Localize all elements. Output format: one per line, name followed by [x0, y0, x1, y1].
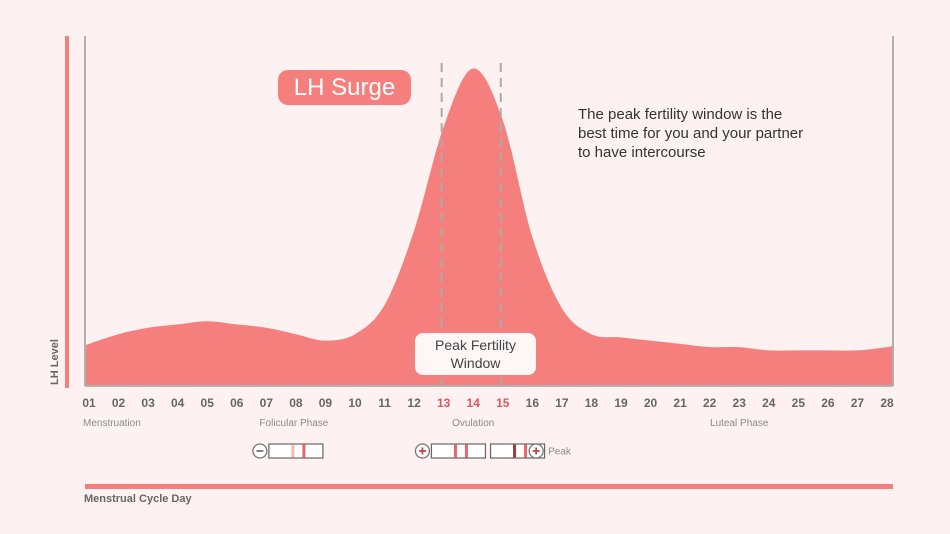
test-strip-line: [302, 444, 306, 458]
test-strip: Peak: [528, 443, 572, 459]
x-tick-label: 19: [614, 396, 628, 410]
x-tick-label: 03: [141, 396, 155, 410]
test-strip-body: [430, 443, 487, 459]
test-strip-line: [524, 444, 528, 458]
phase-label: Ovulation: [452, 418, 494, 429]
x-tick-label: 13: [437, 396, 451, 410]
peak-window-box: [415, 333, 536, 375]
x-tick-label: 26: [821, 396, 835, 410]
x-tick-label: 07: [260, 396, 274, 410]
lh-level-area: [85, 68, 893, 386]
x-tick-label: 15: [496, 396, 510, 410]
y-axis-title: LH Level: [49, 339, 61, 385]
x-tick-label: 14: [467, 396, 481, 410]
phase-label: Folicular Phase: [259, 418, 328, 429]
peak-window-label-line: Window: [451, 355, 502, 371]
x-tick-label: 02: [112, 396, 126, 410]
annotation-line: to have intercourse: [578, 144, 706, 161]
lh-surge-badge: [278, 70, 411, 105]
x-tick-label: 21: [673, 396, 687, 410]
x-tick-label: 18: [585, 396, 599, 410]
x-tick-label: 16: [526, 396, 540, 410]
x-tick-label: 24: [762, 396, 776, 410]
x-tick-label: 11: [378, 396, 391, 410]
peak-strip-label: Peak: [548, 447, 572, 458]
x-tick-label: 01: [82, 396, 96, 410]
test-strip-line: [291, 444, 295, 458]
reference-lines-layer: [84, 36, 894, 387]
x-axis-title: Menstrual Cycle Day: [84, 493, 192, 505]
test-strip-line: [464, 444, 468, 458]
test-strip-line: [453, 444, 457, 458]
x-tick-label: 09: [319, 396, 333, 410]
x-tick-label: 28: [880, 396, 894, 410]
x-tick-label: 12: [407, 396, 421, 410]
test-strip: [252, 443, 324, 459]
fill-layer: [85, 68, 893, 386]
x-tick-label: 06: [230, 396, 244, 410]
phase-label: Luteal Phase: [710, 418, 769, 429]
test-strip-body: [268, 443, 324, 459]
annotation-line: best time for you and your partner: [578, 125, 803, 142]
lh-surge-label: LH Surge: [294, 74, 395, 101]
x-tick-label: 20: [644, 396, 658, 410]
x-tick-label: 17: [555, 396, 569, 410]
x-axis-accent-bar: [85, 484, 893, 489]
x-tick-label: 23: [733, 396, 747, 410]
x-tick-label: 08: [289, 396, 303, 410]
labels-layer: LH Level Menstrual Cycle Day 01 02 03 04 05 06 0…: [49, 36, 894, 505]
test-strip: [414, 443, 487, 459]
x-tick-label: 25: [792, 396, 806, 410]
x-tick-label: 10: [348, 396, 362, 410]
phase-label: Menstruation: [83, 418, 141, 429]
peak-window-label-line: Peak Fertility: [435, 337, 516, 353]
test-strip-line: [513, 444, 517, 458]
x-tick-label: 05: [201, 396, 215, 410]
annotation-line: The peak fertility window is the: [578, 106, 782, 123]
x-tick-label: 04: [171, 396, 185, 410]
x-tick-label: 27: [851, 396, 865, 410]
y-axis-accent-bar: [65, 36, 69, 388]
x-tick-label: 22: [703, 396, 717, 410]
